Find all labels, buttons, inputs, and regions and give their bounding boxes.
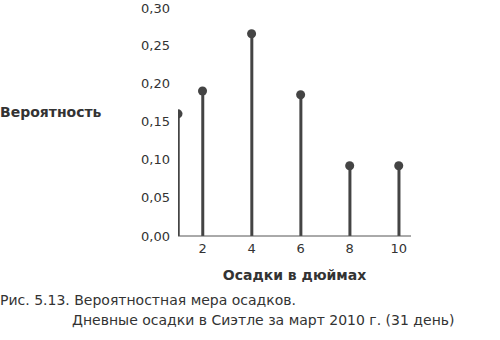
svg-text:Осадки в дюймах: Осадки в дюймах (223, 267, 367, 283)
svg-text:0,25: 0,25 (141, 38, 170, 53)
html-text:Дневные осадки в Сиэтле за мар: Дневные осадки в Сиэтле за март 2010 г. … (72, 312, 455, 328)
svg-text:0,05: 0,05 (141, 190, 170, 205)
svg-text:8: 8 (346, 241, 354, 256)
svg-text:0,30: 0,30 (141, 1, 170, 16)
svg-text:4: 4 (247, 241, 255, 256)
svg-text:2: 2 (198, 241, 206, 256)
svg-text:0,20: 0,20 (141, 76, 170, 91)
svg-text:10: 10 (390, 241, 407, 256)
html-text:Вероятность: Вероятность (0, 104, 102, 120)
svg-text:6: 6 (296, 241, 304, 256)
html-text:Рис. 5.13. Вероятностная мера: Рис. 5.13. Вероятностная мера осадков. (0, 292, 296, 308)
svg-text:0,00: 0,00 (141, 229, 170, 244)
svg-text:0,10: 0,10 (141, 152, 170, 167)
svg-text:0,15: 0,15 (141, 114, 170, 129)
